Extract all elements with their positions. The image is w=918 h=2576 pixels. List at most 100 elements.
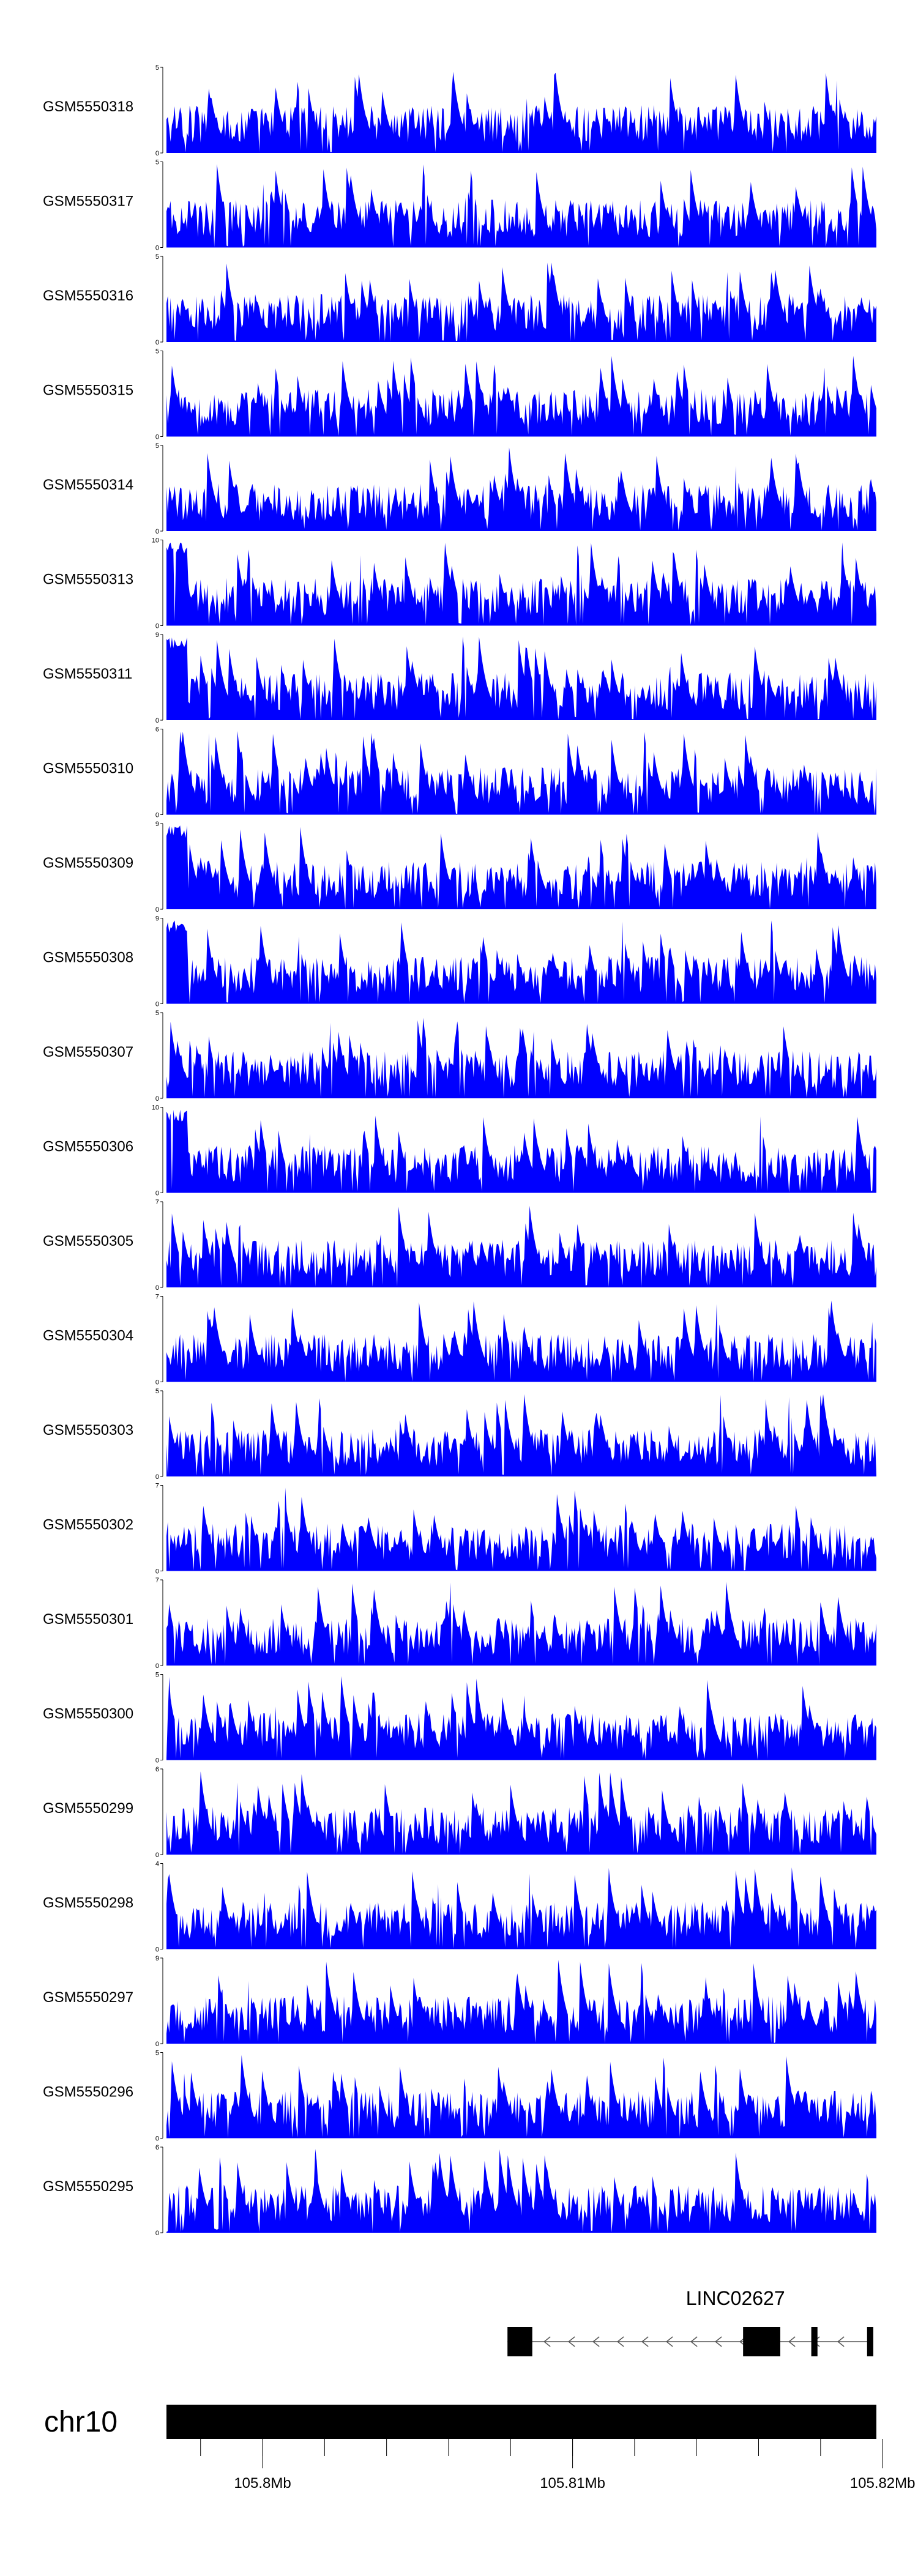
gene-exon (507, 2327, 532, 2356)
track-GSM5550295: GSM5550295 6 0 (43, 2144, 876, 2237)
coverage-area (166, 72, 876, 153)
strand-arrow (837, 2336, 845, 2347)
coverage-area (166, 447, 876, 531)
coverage-area (166, 1582, 876, 1666)
chromosome-label: chr10 (44, 2406, 118, 2438)
y-max-label: 10 (152, 537, 159, 545)
strand-arrow (641, 2336, 649, 2347)
y-min-label: 0 (155, 245, 159, 252)
track-label: GSM5550314 (43, 477, 133, 493)
y-max-label: 7 (155, 1294, 159, 1301)
track-label: GSM5550297 (43, 1989, 133, 2006)
coverage-area (166, 1205, 876, 1287)
track-GSM5550296: GSM5550296 5 0 (43, 2050, 876, 2143)
track-label: GSM5550317 (43, 193, 133, 210)
coverage-area (166, 356, 876, 437)
track-GSM5550297: GSM5550297 9 0 (43, 1955, 876, 2048)
coverage-area (166, 1394, 876, 1476)
coverage-area (166, 1959, 876, 2044)
y-min-label: 0 (155, 528, 159, 535)
y-min-label: 0 (155, 1190, 159, 1197)
y-min-label: 0 (155, 1095, 159, 1103)
track-label: GSM5550308 (43, 950, 133, 966)
track-GSM5550304: GSM5550304 7 0 (43, 1294, 876, 1387)
coverage-area (166, 731, 876, 815)
y-min-label: 0 (155, 812, 159, 819)
y-min-label: 0 (155, 1001, 159, 1008)
track-GSM5550305: GSM5550305 7 0 (43, 1199, 876, 1292)
strand-arrow (617, 2336, 624, 2347)
coverage-area (166, 2055, 876, 2139)
track-GSM5550299: GSM5550299 6 0 (43, 1766, 876, 1859)
track-label: GSM5550299 (43, 1800, 133, 1817)
gene-exon (743, 2327, 780, 2356)
y-min-label: 0 (155, 2230, 159, 2237)
coverage-area (166, 164, 876, 248)
y-min-label: 0 (155, 1946, 159, 1954)
strand-arrow (690, 2336, 698, 2347)
y-max-label: 5 (155, 348, 159, 356)
track-label: GSM5550298 (43, 1895, 133, 1912)
y-min-label: 0 (155, 1379, 159, 1387)
track-label: GSM5550307 (43, 1044, 133, 1060)
chromosome-bar (166, 2405, 876, 2439)
coverage-area (166, 1771, 876, 1855)
strand-arrow (568, 2336, 575, 2347)
y-max-label: 6 (155, 2144, 159, 2151)
track-GSM5550317: GSM5550317 5 0 (43, 159, 876, 252)
y-max-label: 9 (155, 631, 159, 639)
track-GSM5550303: GSM5550303 5 0 (43, 1388, 876, 1481)
y-max-label: 7 (155, 1577, 159, 1584)
track-GSM5550306: GSM5550306 10 0 (43, 1104, 876, 1197)
track-label: GSM5550313 (43, 571, 133, 588)
y-min-label: 0 (155, 717, 159, 724)
coverage-area (166, 636, 876, 720)
track-label: GSM5550302 (43, 1517, 133, 1533)
track-label: GSM5550295 (43, 2178, 133, 2195)
track-GSM5550300: GSM5550300 5 0 (43, 1672, 876, 1765)
axis-tick-label: 105.8Mb (234, 2475, 291, 2492)
axis-tick-label: 105.81Mb (540, 2475, 605, 2492)
y-max-label: 4 (155, 1861, 159, 1868)
y-max-label: 9 (155, 915, 159, 923)
y-min-label: 0 (155, 2041, 159, 2048)
coverage-area (166, 542, 876, 626)
gene-annotation-track: LINC02627 (507, 2287, 873, 2356)
y-min-label: 0 (155, 434, 159, 441)
track-GSM5550301: GSM5550301 7 0 (43, 1577, 876, 1670)
coverage-area (166, 1300, 876, 1382)
y-max-label: 5 (155, 159, 159, 166)
y-min-label: 0 (155, 1852, 159, 1859)
strand-arrow (788, 2336, 796, 2347)
coverage-area (166, 1676, 876, 1760)
chromosome-ideogram: chr10 105.8Mb 105.81Mb 105.82Mb (44, 2405, 916, 2492)
track-GSM5550307: GSM5550307 5 0 (43, 1010, 876, 1103)
y-min-label: 0 (155, 623, 159, 630)
track-GSM5550318: GSM5550318 5 0 (43, 64, 876, 157)
track-GSM5550308: GSM5550308 9 0 (43, 915, 876, 1008)
track-label: GSM5550310 (43, 761, 133, 777)
y-max-label: 5 (155, 442, 159, 450)
coverage-area (166, 2149, 876, 2233)
y-max-label: 9 (155, 821, 159, 828)
track-label: GSM5550304 (43, 1328, 133, 1344)
track-label: GSM5550316 (43, 288, 133, 304)
coverage-area (166, 1867, 876, 1949)
y-min-label: 0 (155, 150, 159, 157)
gene-exon (867, 2327, 873, 2356)
coverage-area (166, 1109, 876, 1193)
track-label: GSM5550318 (43, 99, 133, 115)
y-max-label: 10 (152, 1104, 159, 1112)
track-label: GSM5550315 (43, 382, 133, 399)
coverage-tracks: GSM555031850GSM555031750GSM555031650GSM5… (43, 64, 876, 2237)
track-GSM5550309: GSM5550309 9 0 (43, 821, 876, 914)
track-label: GSM5550305 (43, 1233, 133, 1249)
y-max-label: 6 (155, 726, 159, 734)
track-GSM5550315: GSM5550315 5 0 (43, 348, 876, 441)
track-label: GSM5550311 (43, 666, 132, 682)
coverage-area (166, 1487, 876, 1571)
y-max-label: 9 (155, 1955, 159, 1962)
axis-tick-label: 105.82Mb (850, 2475, 916, 2492)
gene-exon (811, 2327, 818, 2356)
